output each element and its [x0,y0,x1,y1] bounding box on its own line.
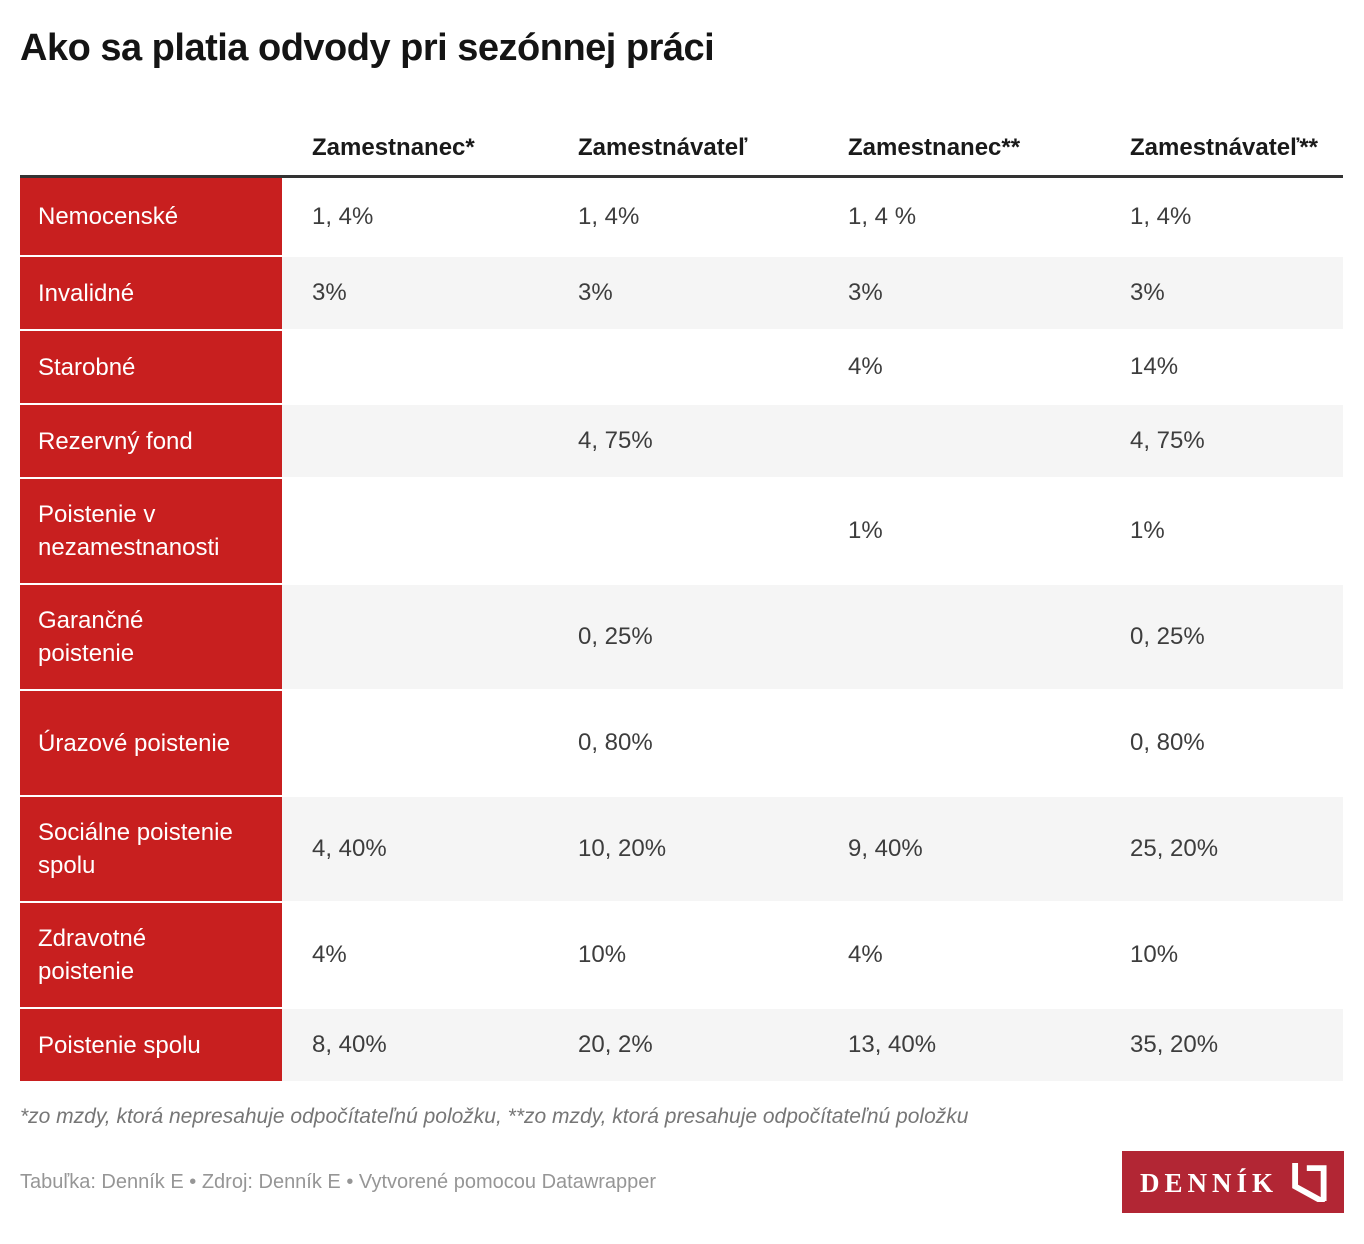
footnote: *zo mzdy, ktorá nepresahuje odpočítateľn… [20,1105,969,1128]
table-header-row: Zamestnanec* Zamestnávateľ Zamestnanec**… [20,108,1343,178]
table-cell [282,331,548,403]
table-cell [282,405,548,477]
column-header-zamestnavatel-2: Zamestnávateľ** [1130,134,1319,161]
table-cell [548,479,818,583]
table-cell [282,585,548,689]
dennik-n-logo: DENNÍK [1121,1151,1344,1213]
table-row: Sociálne poistenie spolu 4, 40% 10, 20% … [20,795,1343,901]
table-cell: 20, 2% [578,1031,653,1058]
table-cell: 9, 40% [848,835,923,862]
page-title: Ako sa platia odvody pri sezónnej práci [20,27,715,69]
table-cell: 3% [1130,279,1165,306]
table-row: Starobné 4% 14% [20,329,1343,403]
table-cell: 4, 75% [578,427,653,454]
column-header-zamestnavatel-1: Zamestnávateľ [578,134,748,161]
page: Ako sa platia odvody pri sezónnej práci … [0,26,1364,1244]
table-cell: 4% [848,941,883,968]
row-label: Nemocenské [20,178,282,255]
table-cell: 4% [848,353,883,380]
credits-line: Tabuľka: Denník E • Zdroj: Denník E • Vy… [20,1170,657,1193]
table-cell: 1, 4% [578,202,640,230]
table-cell: 0, 25% [1130,623,1205,650]
table-cell: 35, 20% [1130,1031,1219,1058]
column-header-zamestnanec-1: Zamestnanec* [312,134,475,161]
table-cell: 3% [848,279,883,306]
footer: Tabuľka: Denník E • Zdroj: Denník E • Vy… [20,1151,1344,1213]
table-cell [818,691,1100,795]
row-label: Úrazové poistenie [20,691,282,795]
table-body: Nemocenské 1, 4% 1, 4% 1, 4 % 1, 4% Inva… [20,178,1343,1081]
table-cell [818,585,1100,689]
table-cell: 10% [578,941,627,968]
table-row: Rezervný fond 4, 75% 4, 75% [20,403,1343,477]
table-cell: 1, 4% [312,202,374,230]
dennik-logo-text: DENNÍK [1139,1167,1278,1198]
row-label: Sociálne poistenie spolu [20,797,282,901]
row-label: Poistenie spolu [20,1009,282,1081]
table-cell: 25, 20% [1130,835,1219,862]
row-label: Garančné poistenie [20,585,282,689]
row-label: Starobné [20,331,282,403]
table-cell [282,691,548,795]
table-row: Poistenie v nezamestnanosti 1% 1% [20,477,1343,583]
row-label: Zdravotné poistenie [20,903,282,1007]
table-cell: 14% [1130,353,1179,380]
table-row: Poistenie spolu 8, 40% 20, 2% 13, 40% 35… [20,1007,1343,1081]
table-cell: 1, 4% [1130,202,1192,230]
table-cell: 10% [1130,941,1179,968]
row-label: Poistenie v nezamestnanosti [20,479,282,583]
table-cell: 4, 40% [312,835,387,862]
table-cell: 1% [848,517,883,544]
table-cell: 10, 20% [578,835,667,862]
table-cell [818,405,1100,477]
table-row: Nemocenské 1, 4% 1, 4% 1, 4 % 1, 4% [20,178,1343,255]
table-cell: 8, 40% [312,1031,387,1058]
table-cell: 13, 40% [848,1031,937,1058]
contributions-table: Zamestnanec* Zamestnávateľ Zamestnanec**… [20,108,1343,1081]
table-cell [282,479,548,583]
table-cell [548,331,818,403]
table-cell: 1% [1130,517,1165,544]
table-cell: 3% [312,279,347,306]
column-header-zamestnanec-2: Zamestnanec** [848,134,1021,161]
table-cell: 1, 4 % [848,202,917,230]
table-cell: 0, 80% [1130,729,1205,756]
dennik-n-icon [1292,1163,1327,1202]
table-cell: 0, 25% [578,623,653,650]
table-cell: 4, 75% [1130,427,1205,454]
table-cell: 0, 80% [578,729,653,756]
table-cell: 4% [312,941,347,968]
table-cell: 3% [578,279,613,306]
row-label: Rezervný fond [20,405,282,477]
row-label: Invalidné [20,257,282,329]
table-row: Úrazové poistenie 0, 80% 0, 80% [20,689,1343,795]
table-row: Zdravotné poistenie 4% 10% 4% 10% [20,901,1343,1007]
table-row: Invalidné 3% 3% 3% 3% [20,255,1343,329]
table-row: Garančné poistenie 0, 25% 0, 25% [20,583,1343,689]
